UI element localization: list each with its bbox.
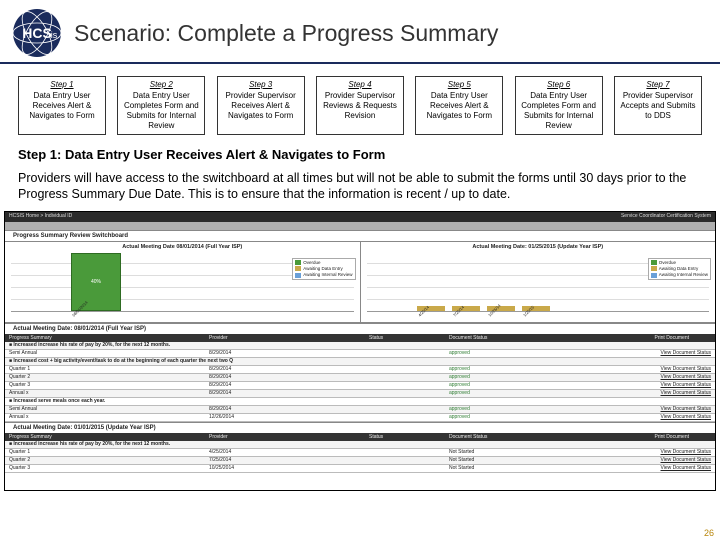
- group1-heading: Actual Meeting Date: 08/01/2014 (Full Ye…: [5, 323, 715, 334]
- current-step-heading: Step 1: Data Entry User Receives Alert &…: [0, 143, 720, 166]
- svg-text:is: is: [51, 30, 58, 40]
- hcsis-logo: HCS is: [12, 8, 62, 58]
- table-row: Semi Annual8/29/2014approvedView Documen…: [5, 350, 715, 358]
- table-row: Annual x8/29/2014approvedView Document S…: [5, 390, 715, 398]
- table-row: Quarter 14/25/2014Not StartedView Docume…: [5, 449, 715, 457]
- page-title: Scenario: Complete a Progress Summary: [74, 20, 498, 47]
- right-chart-panel: Actual Meeting Date: 01/25/2015 (Update …: [360, 242, 716, 322]
- step-7: Step 7 Provider Supervisor Accepts and S…: [614, 76, 702, 135]
- group1-rows: ■ Increased increase his rate of pay by …: [5, 342, 715, 422]
- view-document-link[interactable]: View Document Status: [569, 465, 711, 471]
- workflow-steps: Step 1 Data Entry User Receives Alert & …: [0, 64, 720, 143]
- view-document-link[interactable]: View Document Status: [569, 382, 711, 388]
- view-document-link[interactable]: View Document Status: [569, 374, 711, 380]
- page-header: HCS is Scenario: Complete a Progress Sum…: [0, 0, 720, 64]
- page-number: 26: [704, 528, 714, 538]
- table-row: ■ Increased cost + big activity/event/ta…: [5, 358, 715, 366]
- step-2: Step 2 Data Entry User Completes Form an…: [117, 76, 205, 135]
- view-document-link[interactable]: View Document Status: [569, 414, 711, 420]
- group1-header-row: Progress Summary Provider Status Documen…: [5, 334, 715, 342]
- table-row: ■ Increased serve meals once each year.: [5, 398, 715, 406]
- step-1: Step 1 Data Entry User Receives Alert & …: [18, 76, 106, 135]
- charts-panel: Actual Meeting Date 08/01/2014 (Full Yea…: [5, 241, 715, 323]
- step-5: Step 5 Data Entry User Receives Alert & …: [415, 76, 503, 135]
- screenshot-tabs: [5, 222, 715, 230]
- left-chart-bar: 40%: [71, 253, 121, 311]
- table-row: ■ Increased increase his rate of pay by …: [5, 342, 715, 350]
- view-document-link[interactable]: View Document Status: [569, 406, 711, 412]
- right-chart-legend: Overdue Awaiting Data Entry Awaiting Int…: [648, 258, 711, 281]
- body-text: Providers will have access to the switch…: [0, 166, 720, 211]
- table-row: Quarter 38/29/2014approvedView Document …: [5, 382, 715, 390]
- left-chart-legend: Overdue Awaiting Data Entry Awaiting Int…: [292, 258, 355, 281]
- view-document-link[interactable]: View Document Status: [569, 390, 711, 396]
- table-row: Quarter 310/25/2014Not StartedView Docum…: [5, 465, 715, 473]
- view-document-link[interactable]: View Document Status: [569, 350, 711, 356]
- table-row: Semi Annual8/29/2014approvedView Documen…: [5, 406, 715, 414]
- step-6: Step 6 Data Entry User Completes Form an…: [515, 76, 603, 135]
- view-document-link[interactable]: View Document Status: [569, 449, 711, 455]
- table-row: Quarter 28/29/2014approvedView Document …: [5, 374, 715, 382]
- table-row: Quarter 18/29/2014approvedView Document …: [5, 366, 715, 374]
- group2-heading: Actual Meeting Date: 01/01/2015 (Update …: [5, 422, 715, 433]
- view-document-link[interactable]: View Document Status: [569, 457, 711, 463]
- svg-text:HCS: HCS: [22, 25, 52, 41]
- table-row: Quarter 27/25/2014Not StartedView Docume…: [5, 457, 715, 465]
- switchboard-title: Progress Summary Review Switchboard: [5, 230, 715, 241]
- view-document-link[interactable]: View Document Status: [569, 366, 711, 372]
- app-screenshot: HCSIS Home > Individual ID Service Coord…: [4, 211, 716, 491]
- step-3: Step 3 Provider Supervisor Receives Aler…: [217, 76, 305, 135]
- table-row: ■ Increased increase his rate of pay by …: [5, 441, 715, 449]
- group2-rows: ■ Increased increase his rate of pay by …: [5, 441, 715, 473]
- group2-header-row: Progress Summary Provider Status Documen…: [5, 433, 715, 441]
- screenshot-topbar: HCSIS Home > Individual ID Service Coord…: [5, 212, 715, 222]
- left-chart-panel: Actual Meeting Date 08/01/2014 (Full Yea…: [5, 242, 360, 322]
- table-row: Annual x12/26/2014approvedView Document …: [5, 414, 715, 422]
- step-4: Step 4 Provider Supervisor Reviews & Req…: [316, 76, 404, 135]
